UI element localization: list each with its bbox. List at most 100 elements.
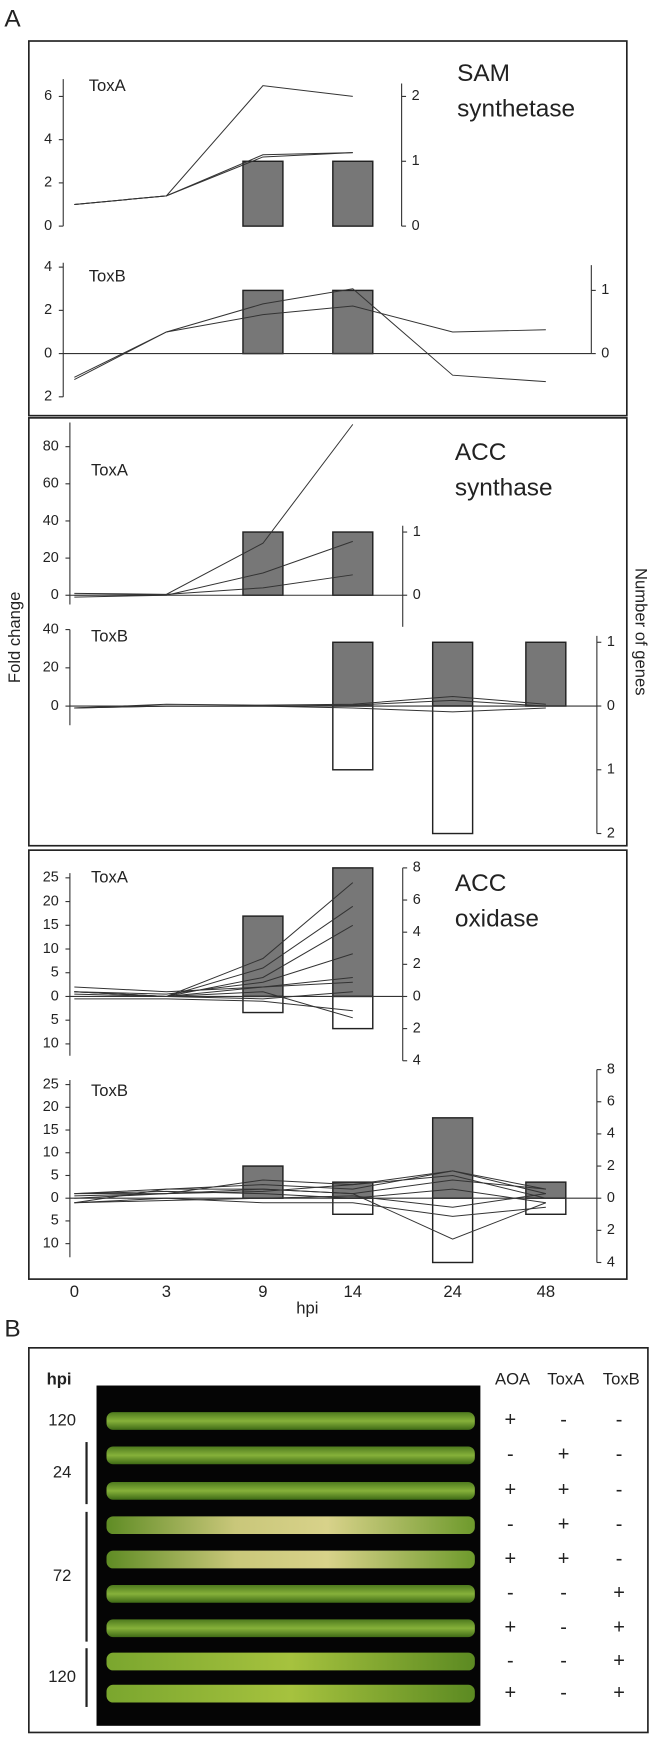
y-tick-label: 0	[51, 988, 59, 1004]
line	[74, 882, 354, 997]
treatment-sign: -	[560, 1682, 567, 1704]
y2-tick-label: 1	[607, 762, 615, 778]
y-tick-label: 10	[43, 1145, 59, 1161]
y-tick-label: 2	[44, 389, 52, 405]
leaf-photo	[106, 1412, 475, 1703]
line	[74, 953, 353, 995]
y2-tick-label: 4	[607, 1254, 615, 1270]
subplot-title: ToxA	[91, 460, 129, 479]
table-header: ToxB	[603, 1369, 640, 1388]
line	[74, 976, 353, 997]
subplot-title: ToxA	[89, 76, 127, 95]
y2-tick-label: 4	[413, 1053, 421, 1069]
y2-tick-label: 0	[413, 587, 421, 603]
y-tick-label: 10	[43, 941, 59, 957]
y2-tick-label: 1	[412, 153, 420, 169]
y-tick-label: 15	[43, 917, 59, 933]
y-tick-label: 2	[44, 302, 52, 318]
y-tick-label: 0	[51, 587, 59, 603]
leaf	[106, 1585, 475, 1603]
hpi-label: 24	[53, 1462, 72, 1481]
y-tick-label: 80	[43, 438, 59, 454]
y-tick-label: 25	[43, 1076, 59, 1092]
bar	[242, 289, 284, 355]
treatment-sign: -	[560, 1409, 567, 1431]
y2-tick-label: 8	[607, 1061, 615, 1077]
treatment-sign: -	[560, 1650, 567, 1672]
line	[74, 1188, 546, 1204]
group-title-box: ACC synthase	[454, 437, 553, 502]
group-title-box: ACC oxidase	[455, 869, 539, 932]
treatment-sign: +	[505, 1409, 517, 1431]
bar	[332, 1197, 374, 1215]
y2-tick-label: 0	[607, 698, 615, 714]
treatment-sign: +	[613, 1617, 625, 1639]
table-header: ToxA	[547, 1369, 585, 1388]
y-tick-label: 20	[43, 1099, 59, 1115]
y2-tick-label: 8	[413, 860, 421, 876]
y-tick-label: 6	[44, 88, 52, 104]
bar	[525, 641, 567, 707]
panel-frame	[28, 417, 628, 847]
treatment-sign: -	[560, 1617, 567, 1639]
line	[74, 424, 354, 595]
y2-tick-label: 2	[607, 825, 615, 841]
x-tick-label: 9	[258, 1282, 267, 1301]
treatment-sign: +	[613, 1582, 625, 1604]
table-header: hpi	[47, 1369, 72, 1388]
y2-tick-label: 2	[413, 1020, 421, 1036]
panel-label: B	[4, 1316, 20, 1343]
treatment-sign: +	[505, 1617, 517, 1639]
y-tick-label: 20	[43, 893, 59, 909]
subplot-title: ToxA	[91, 867, 129, 886]
line	[74, 288, 546, 383]
panel-label: A	[4, 5, 21, 32]
y-tick-label: 25	[43, 870, 59, 886]
leaf	[106, 1516, 475, 1535]
treatment-sign: -	[507, 1650, 514, 1672]
y2-axis-label: Number of genes	[632, 568, 651, 695]
line	[74, 305, 546, 380]
treatment-sign: +	[505, 1682, 517, 1704]
line	[74, 924, 354, 997]
bar	[332, 641, 374, 707]
x-axis-label: hpi	[296, 1298, 318, 1317]
y2-tick-label: 0	[601, 345, 609, 361]
line	[74, 1193, 546, 1208]
line	[74, 998, 353, 1012]
hpi-label: 120	[48, 1410, 76, 1429]
y-tick-label: 10	[43, 1235, 59, 1251]
y2-tick-label: 0	[412, 218, 420, 234]
line	[74, 705, 546, 713]
group-title-box: SAM synthetase	[457, 59, 575, 122]
hpi-label: 72	[53, 1566, 72, 1585]
leaf	[106, 1684, 475, 1703]
x-tick-label: 48	[537, 1282, 556, 1301]
y2-tick-label: 2	[607, 1222, 615, 1238]
line	[74, 991, 353, 1019]
y-tick-label: 60	[43, 476, 59, 492]
panel-frame	[28, 1347, 649, 1734]
y-tick-label: 0	[51, 698, 59, 714]
y2-tick-label: 2	[412, 88, 420, 104]
bar	[332, 289, 374, 355]
leaf	[106, 1619, 475, 1638]
treatment-sign: -	[616, 1513, 623, 1535]
bar	[431, 1117, 474, 1199]
y-tick-label: 5	[51, 1167, 59, 1183]
y2-tick-label: 6	[607, 1094, 615, 1110]
treatment-sign: -	[507, 1444, 514, 1466]
y2-tick-label: 4	[607, 1126, 615, 1142]
line	[74, 540, 353, 598]
y2-tick-label: 2	[607, 1158, 615, 1174]
group-title: ACC synthase	[454, 437, 553, 502]
treatment-sign: +	[558, 1548, 570, 1570]
y-tick-label: 5	[51, 965, 59, 981]
y-tick-label: 5	[51, 1012, 59, 1028]
y-tick-label: 0	[44, 345, 52, 361]
treatment-sign: -	[616, 1409, 623, 1431]
treatment-sign: +	[558, 1444, 570, 1466]
y2-tick-label: 0	[607, 1190, 615, 1206]
leaf	[106, 1446, 475, 1465]
treatment-sign: +	[613, 1650, 625, 1672]
